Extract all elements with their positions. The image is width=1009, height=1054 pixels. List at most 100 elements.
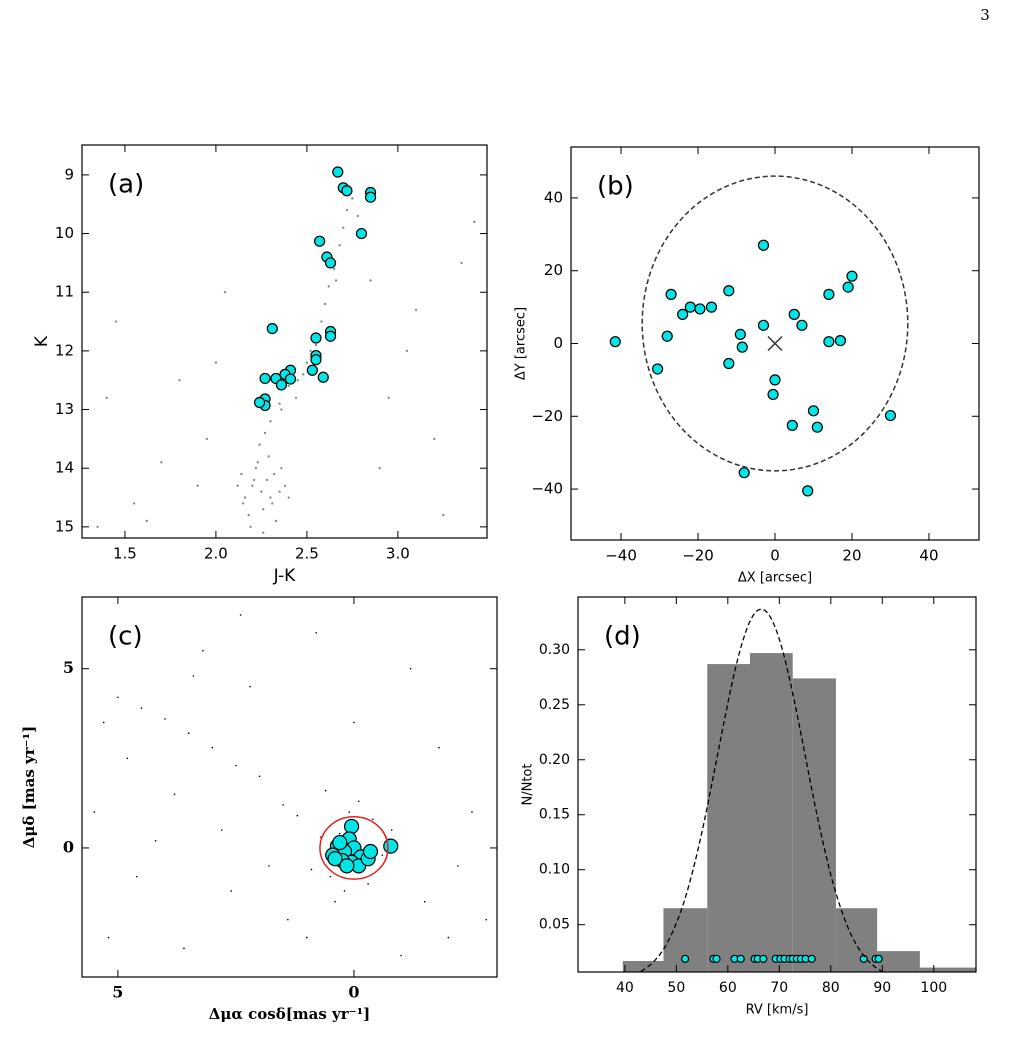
field-star bbox=[107, 936, 110, 939]
panel: 40 50 60 70 80 90 100 0.05 0.10 0.15 0.20 0.25 0.30 R… bbox=[521, 596, 977, 1018]
member-star bbox=[355, 227, 368, 240]
y-axis-label: N/Ntot bbox=[521, 764, 536, 806]
field-star bbox=[473, 220, 476, 224]
y-tick-label: 15 bbox=[55, 517, 74, 535]
field-star bbox=[241, 502, 245, 505]
field-star bbox=[211, 746, 214, 749]
member-star bbox=[332, 834, 348, 851]
field-star bbox=[126, 757, 129, 760]
field-star bbox=[357, 800, 360, 803]
y-tick-label: 10 bbox=[55, 224, 74, 242]
field-star bbox=[405, 349, 409, 353]
member-star bbox=[661, 330, 673, 342]
field-star bbox=[343, 890, 346, 892]
member-star bbox=[769, 374, 781, 386]
field-star bbox=[348, 811, 351, 813]
y-tick-label: 0.05 bbox=[539, 917, 570, 933]
field-star bbox=[423, 900, 426, 903]
field-star bbox=[220, 829, 223, 831]
panel: 5 0 5 0 Δμα cosδ[mas yr⁻¹] Δμδ [mas yr⁻¹] (c) bbox=[20, 596, 498, 1023]
member-star bbox=[694, 303, 706, 315]
x-tick-label: 2.5 bbox=[295, 545, 319, 563]
member-star bbox=[680, 954, 690, 963]
field-star bbox=[154, 839, 157, 842]
field-star bbox=[269, 496, 272, 499]
field-star bbox=[287, 496, 290, 499]
field-star bbox=[173, 793, 176, 795]
member-star bbox=[341, 185, 353, 197]
y-tick-label: 0.10 bbox=[539, 862, 570, 878]
member-star bbox=[677, 308, 689, 320]
field-star bbox=[160, 461, 163, 464]
field-star bbox=[205, 437, 209, 441]
y-tick-label: 14 bbox=[55, 459, 74, 477]
field-star bbox=[320, 320, 323, 323]
plot-area bbox=[622, 608, 976, 972]
member-star bbox=[259, 372, 271, 385]
axes-frame bbox=[577, 596, 977, 973]
field-star bbox=[280, 408, 283, 411]
x-tick-label: 2.0 bbox=[204, 545, 228, 563]
page-number: 3 bbox=[980, 6, 990, 24]
field-star bbox=[187, 732, 190, 735]
field-star bbox=[258, 775, 261, 778]
axes-frame bbox=[81, 144, 488, 539]
x-tick-label: 3.0 bbox=[386, 545, 410, 563]
member-star bbox=[757, 239, 770, 251]
field-star bbox=[310, 868, 313, 871]
field-star bbox=[442, 513, 445, 517]
plot-area bbox=[93, 614, 487, 957]
field-star bbox=[145, 519, 148, 523]
panel-label: (c) bbox=[108, 622, 143, 652]
hist-bar bbox=[919, 967, 976, 972]
member-star bbox=[846, 270, 858, 282]
field-star bbox=[114, 320, 118, 323]
panel-label: (b) bbox=[597, 172, 634, 202]
member-star bbox=[684, 301, 696, 313]
member-star bbox=[284, 373, 297, 385]
field-star bbox=[302, 373, 305, 376]
field-star bbox=[345, 208, 349, 212]
axes-frame bbox=[81, 596, 498, 978]
field-star bbox=[287, 918, 289, 921]
field-star bbox=[278, 402, 281, 405]
member-star bbox=[786, 419, 798, 431]
panel: −40 −20 0 20 40 −40 −20 0 20 40 ΔX [arcsec] ΔY [arc… bbox=[514, 146, 980, 586]
hist-bar bbox=[749, 653, 793, 972]
field-star bbox=[334, 900, 336, 903]
x-tick-label: 40 bbox=[919, 547, 938, 565]
y-tick-label: 0.30 bbox=[539, 642, 570, 658]
member-star bbox=[823, 336, 835, 348]
field-star bbox=[256, 461, 259, 464]
field-star bbox=[353, 721, 355, 724]
x-tick-label: 5 bbox=[112, 983, 123, 1002]
field-star bbox=[314, 343, 318, 347]
field-star bbox=[305, 361, 309, 364]
field-star bbox=[287, 384, 290, 388]
field-star bbox=[315, 632, 317, 634]
member-star bbox=[362, 843, 379, 860]
x-tick-label: 60 bbox=[719, 980, 737, 996]
field-star bbox=[262, 531, 265, 534]
field-star bbox=[247, 513, 250, 517]
center-cross bbox=[767, 335, 783, 352]
member-star bbox=[834, 334, 847, 347]
member-star bbox=[842, 281, 854, 293]
field-star bbox=[272, 472, 276, 476]
member-star bbox=[253, 396, 266, 409]
field-star bbox=[460, 261, 463, 265]
field-star bbox=[400, 954, 402, 957]
y-tick-label: 0.25 bbox=[539, 697, 570, 713]
y-axis-label: ΔY [arcsec] bbox=[514, 307, 529, 380]
panel-label: (d) bbox=[604, 622, 641, 652]
hist-bar bbox=[835, 908, 878, 972]
member-star bbox=[736, 954, 745, 963]
field-star bbox=[409, 667, 412, 670]
panel-label: (a) bbox=[108, 170, 144, 200]
x-tick-label: 80 bbox=[822, 980, 840, 996]
y-tick-label: 40 bbox=[544, 188, 563, 206]
x-axis-label: RV [km/s] bbox=[746, 1003, 809, 1018]
y-tick-label: −20 bbox=[531, 407, 563, 425]
field-star bbox=[269, 420, 272, 423]
x-tick-label: −40 bbox=[605, 547, 637, 565]
